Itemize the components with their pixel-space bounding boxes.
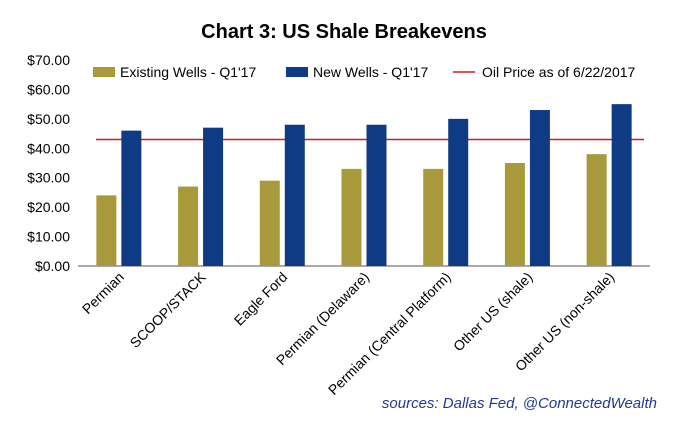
bar-existing-wells [96, 195, 117, 266]
legend: Existing Wells - Q1'17 New Wells - Q1'17 O… [93, 64, 636, 80]
bar-new-wells [203, 127, 224, 266]
bar-existing-wells [178, 186, 199, 266]
y-tick-label: $70.00 [27, 52, 70, 68]
legend-swatch-new-wells [286, 67, 308, 77]
bar-new-wells [284, 124, 305, 266]
bar-existing-wells [423, 168, 444, 266]
chart-title: Chart 3: US Shale Breakevens [201, 21, 487, 43]
y-tick-label: $0.00 [35, 258, 70, 274]
bar-new-wells [121, 130, 142, 266]
axes-layer: $0.00 $10.00 $20.00 $30.00 $40.00 $50.00 $60.0… [27, 52, 650, 274]
legend-label-existing-wells: Existing Wells - Q1'17 [120, 64, 256, 80]
bar-existing-wells [504, 163, 525, 266]
bar-new-wells [529, 110, 550, 267]
x-category-label: SCOOP/STACK [127, 268, 210, 351]
bar-existing-wells [341, 168, 362, 266]
source-note: sources: Dallas Fed, @ConnectedWealth [382, 395, 657, 412]
legend-label-new-wells: New Wells - Q1'17 [313, 64, 428, 80]
bars-layer [96, 104, 632, 267]
bar-existing-wells [586, 154, 607, 266]
y-tick-label: $60.00 [27, 81, 70, 97]
y-tick-label: $20.00 [27, 199, 70, 215]
y-tick-label: $40.00 [27, 140, 70, 156]
bar-existing-wells [259, 180, 280, 266]
x-category-label: Other US (shale) [450, 269, 536, 355]
x-category-label: Permian [79, 269, 127, 317]
y-tick-label: $50.00 [27, 111, 70, 127]
bar-new-wells [611, 104, 632, 267]
bar-new-wells [448, 118, 469, 266]
y-tick-label: $30.00 [27, 170, 70, 186]
y-tick-label: $10.00 [27, 229, 70, 245]
legend-label-oil-price: Oil Price as of 6/22/2017 [482, 64, 636, 80]
bar-new-wells [366, 124, 387, 266]
x-category-label: Eagle Ford [231, 269, 291, 329]
legend-swatch-existing-wells [93, 67, 115, 77]
